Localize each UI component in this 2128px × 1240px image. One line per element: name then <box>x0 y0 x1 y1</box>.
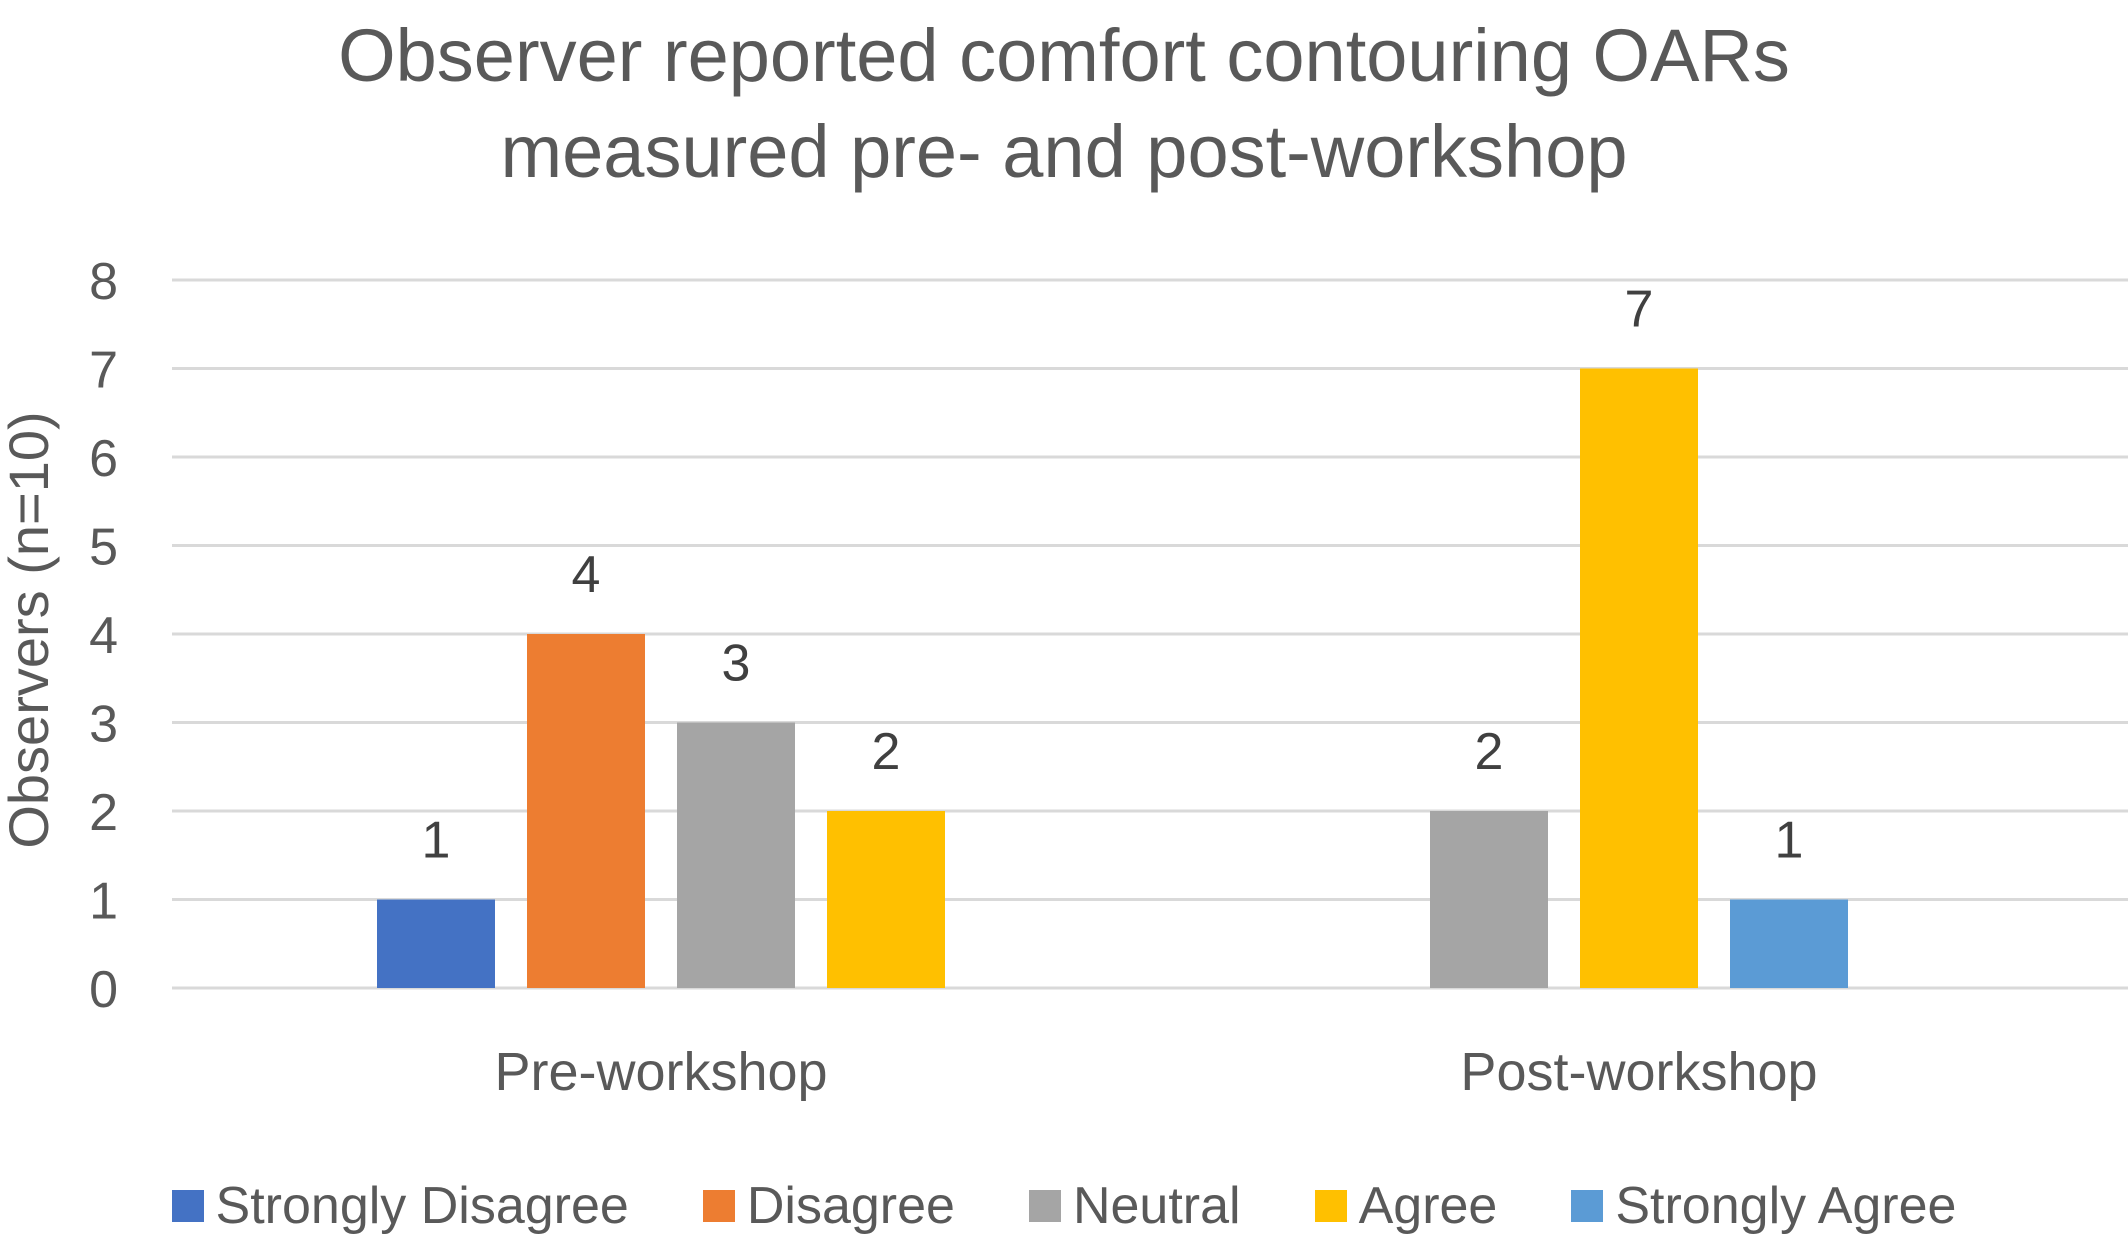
data-label: 7 <box>1625 281 1654 339</box>
y-tick-label: 3 <box>89 696 118 754</box>
data-label: 2 <box>1475 723 1504 781</box>
bar-post-workshop-strongly-agree <box>1730 899 1848 988</box>
legend-swatch <box>1028 1190 1061 1222</box>
legend-label: Strongly Disagree <box>215 1177 629 1235</box>
legend-item-neutral: Neutral <box>1028 1176 1241 1236</box>
legend: Strongly Disagree Disagree Neutral Agree Str… <box>0 1172 2128 1240</box>
legend-label: Disagree <box>746 1177 955 1235</box>
y-tick-label: 4 <box>89 607 118 665</box>
legend-item-disagree: Disagree <box>702 1176 955 1236</box>
x-tick-labels: Pre-workshop Post-workshop <box>494 1042 1817 1102</box>
x-tick-label: Post-workshop <box>1460 1042 1817 1102</box>
bar-pre-workshop-agree <box>827 811 945 988</box>
data-label: 2 <box>872 723 901 781</box>
legend-item-strongly-disagree: Strongly Disagree <box>171 1176 629 1236</box>
y-tick-label: 7 <box>89 342 118 400</box>
data-label: 1 <box>422 812 451 870</box>
y-tick-label: 8 <box>89 253 118 311</box>
chart-title: Observer reported comfort contouring OAR… <box>0 8 2128 200</box>
bar-post-workshop-neutral <box>1430 811 1548 988</box>
bar-pre-workshop-neutral <box>677 722 795 988</box>
y-tick-label: 6 <box>89 430 118 488</box>
gridlines <box>172 278 2128 990</box>
data-label: 1 <box>1775 812 1804 870</box>
legend-item-agree: Agree <box>1314 1176 1498 1236</box>
x-tick-label: Pre-workshop <box>494 1042 827 1102</box>
chart-plot: 0 1 2 3 4 5 6 7 8 Observers (n=10) 1 4 3 2 2 7 1 Pre-w… <box>0 253 2128 1102</box>
legend-swatch <box>171 1190 204 1222</box>
y-tick-label: 0 <box>89 961 118 1019</box>
bars <box>377 368 1848 988</box>
bar-pre-workshop-strongly-disagree <box>377 899 495 988</box>
data-label: 4 <box>572 546 601 604</box>
legend-swatch <box>1571 1190 1604 1222</box>
legend-label: Neutral <box>1072 1177 1241 1235</box>
y-tick-label: 1 <box>89 873 118 931</box>
chart-title-line-1: Observer reported comfort contouring OAR… <box>338 14 1790 97</box>
bar-pre-workshop-disagree <box>527 634 645 988</box>
legend-item-strongly-agree: Strongly Agree <box>1571 1176 1956 1236</box>
legend-label: Agree <box>1358 1177 1498 1235</box>
chart-title-line-2: measured pre- and post-workshop <box>500 110 1628 193</box>
y-tick-labels: 0 1 2 3 4 5 6 7 8 <box>89 253 118 1019</box>
y-tick-label: 2 <box>89 784 118 842</box>
legend-swatch <box>1314 1190 1347 1222</box>
legend-label: Strongly Agree <box>1615 1177 1957 1235</box>
legend-swatch <box>702 1190 735 1222</box>
y-tick-label: 5 <box>89 519 118 577</box>
data-labels: 1 4 3 2 2 7 1 <box>422 281 1804 870</box>
y-axis-label: Observers (n=10) <box>0 411 60 848</box>
bar-post-workshop-agree <box>1580 368 1698 988</box>
data-label: 3 <box>722 635 751 693</box>
